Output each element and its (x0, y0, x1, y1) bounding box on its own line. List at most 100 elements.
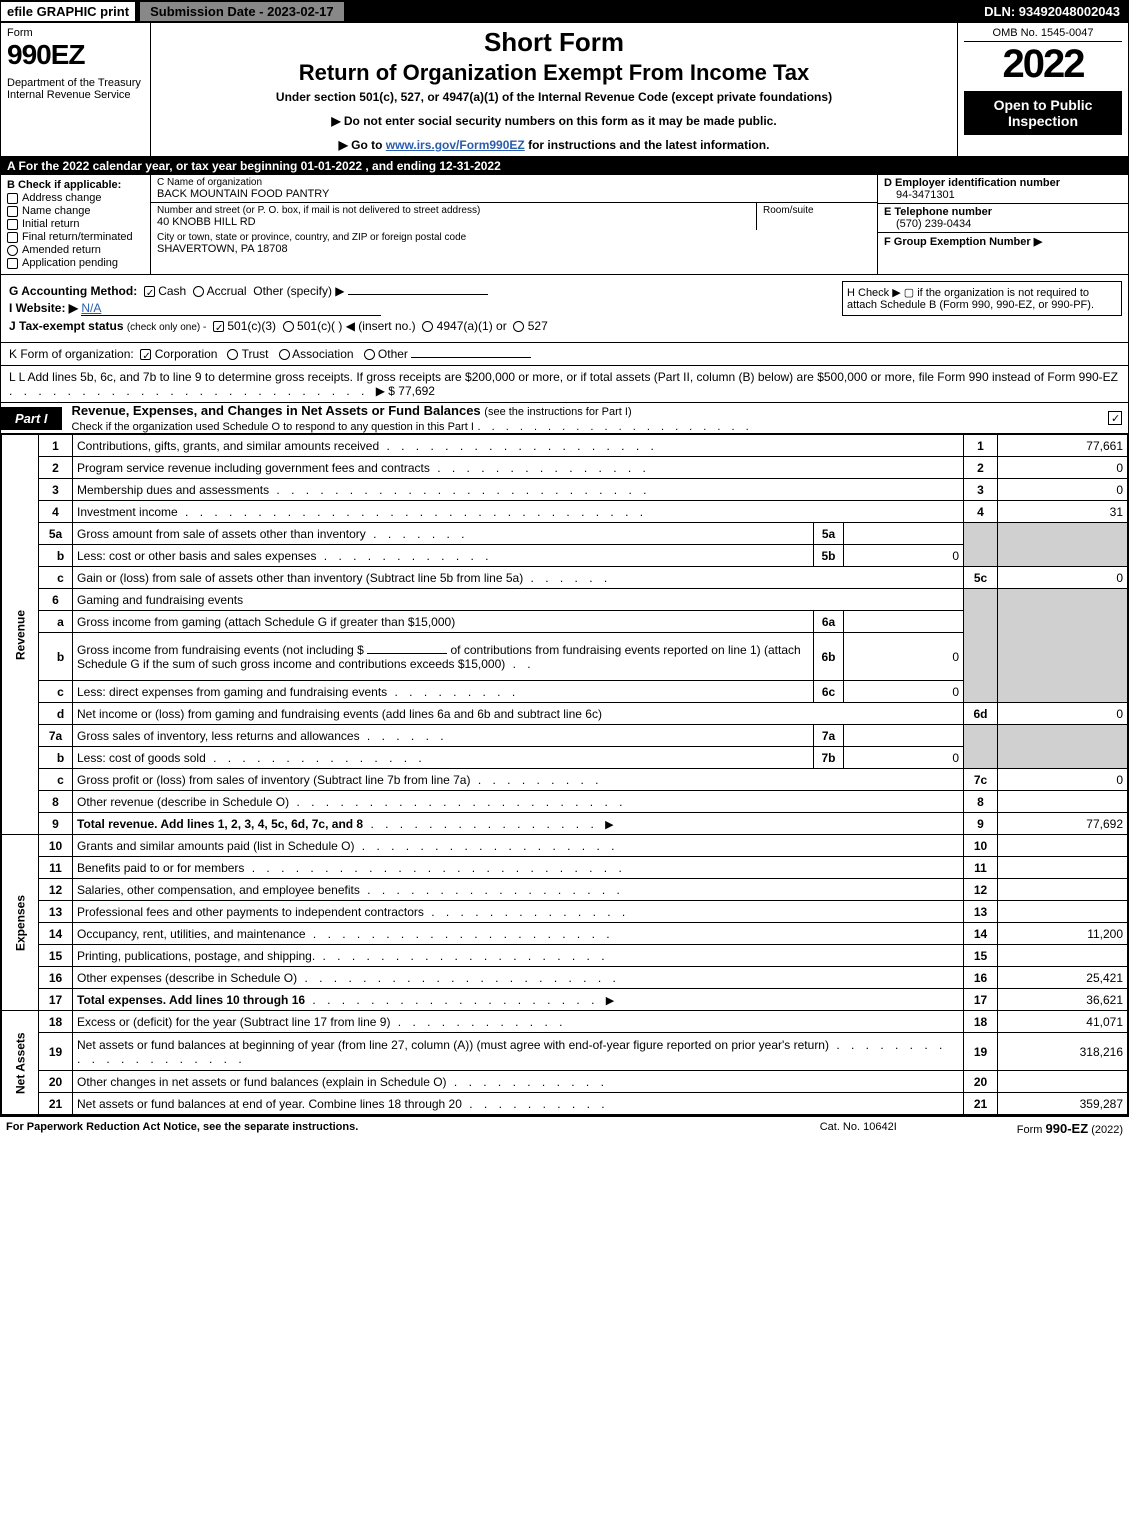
mid-num: 6c (814, 681, 844, 703)
irs-link[interactable]: www.irs.gov/Form990EZ (386, 138, 525, 152)
line-desc: Excess or (deficit) for the year (Subtra… (73, 1011, 964, 1033)
k-other-input[interactable] (411, 357, 531, 358)
table-row: Revenue 1 Contributions, gifts, grants, … (2, 435, 1128, 457)
j-a1: 4947(a)(1) or (437, 319, 507, 333)
table-row: 4 Investment income . . . . . . . . . . … (2, 501, 1128, 523)
h-text: H Check ▶ ▢ if the organization is not r… (847, 287, 1094, 311)
form-label: Form (7, 27, 144, 39)
line-rval: 0 (998, 457, 1128, 479)
line-desc: Gaming and fundraising events (73, 589, 964, 611)
mid-val (844, 725, 964, 747)
table-row: Net Assets 18 Excess or (deficit) for th… (2, 1011, 1128, 1033)
room-label: Room/suite (763, 205, 871, 216)
radio-icon (7, 245, 18, 256)
chk-pending[interactable]: Application pending (7, 257, 144, 269)
j-c: 501(c)( ) (297, 319, 342, 333)
line-desc: Net income or (loss) from gaming and fun… (73, 703, 964, 725)
6b-input[interactable] (367, 653, 447, 654)
chk-amended[interactable]: Amended return (7, 244, 144, 256)
mid-num: 7a (814, 725, 844, 747)
line-desc: Net assets or fund balances at end of ye… (73, 1093, 964, 1115)
city-label: City or town, state or province, country… (157, 232, 871, 243)
line-num: 9 (39, 813, 73, 835)
shade (964, 589, 998, 703)
submission-date: Submission Date - 2023-02-17 (139, 1, 345, 22)
short-form-title: Short Form (159, 27, 949, 58)
line-num: c (39, 769, 73, 791)
line-rval: 11,200 (998, 923, 1128, 945)
line-num: 3 (39, 479, 73, 501)
checkbox-corp-icon[interactable] (140, 349, 151, 360)
table-row: c Gain or (loss) from sale of assets oth… (2, 567, 1128, 589)
line-desc: Salaries, other compensation, and employ… (73, 879, 964, 901)
line-num: 19 (39, 1033, 73, 1071)
schedule-o-checkbox-icon[interactable] (1108, 411, 1122, 425)
i-label: I Website: ▶ (9, 301, 78, 315)
street-label: Number and street (or P. O. box, if mail… (157, 205, 750, 216)
line-rnum: 19 (964, 1033, 998, 1071)
checkbox-cash-icon[interactable] (144, 286, 155, 297)
radio-trust-icon[interactable] (227, 349, 238, 360)
chk-initial-return[interactable]: Initial return (7, 218, 144, 230)
netassets-vlabel: Net Assets (2, 1011, 39, 1115)
mid-val: 0 (844, 747, 964, 769)
checkbox-501c3-icon[interactable] (213, 321, 224, 332)
col-c: C Name of organization BACK MOUNTAIN FOO… (151, 175, 878, 274)
line-desc: Gain or (loss) from sale of assets other… (73, 567, 964, 589)
website-link[interactable]: N/A (81, 301, 381, 316)
table-row: c Less: direct expenses from gaming and … (2, 681, 1128, 703)
radio-501c-icon[interactable] (283, 321, 294, 332)
chk-label: Application pending (22, 257, 118, 269)
chk-name-change[interactable]: Name change (7, 205, 144, 217)
part-title: Revenue, Expenses, and Changes in Net As… (62, 403, 1108, 433)
note-ssn: ▶ Do not enter social security numbers o… (159, 114, 949, 128)
mid-val (844, 523, 964, 545)
line-desc: Grants and similar amounts paid (list in… (73, 835, 964, 857)
mid-num: 5b (814, 545, 844, 567)
g-other-input[interactable] (348, 294, 488, 295)
line-rnum: 21 (964, 1093, 998, 1115)
mid-val: 0 (844, 545, 964, 567)
radio-assoc-icon[interactable] (279, 349, 290, 360)
table-row: 11 Benefits paid to or for members . . .… (2, 857, 1128, 879)
line-num: 7a (39, 725, 73, 747)
line-rnum: 20 (964, 1071, 998, 1093)
line-desc: Gross profit or (loss) from sales of inv… (73, 769, 964, 791)
checkbox-icon (7, 219, 18, 230)
line-desc: Net assets or fund balances at beginning… (73, 1033, 964, 1071)
table-row: 12 Salaries, other compensation, and emp… (2, 879, 1128, 901)
line-num: c (39, 567, 73, 589)
radio-other-icon[interactable] (364, 349, 375, 360)
j-label: J Tax-exempt status (9, 319, 124, 333)
table-row: 8 Other revenue (describe in Schedule O)… (2, 791, 1128, 813)
line-num: b (39, 747, 73, 769)
header-row: Form 990EZ Department of the Treasury In… (1, 23, 1128, 157)
section-subtitle: Under section 501(c), 527, or 4947(a)(1)… (159, 90, 949, 104)
k-corp: Corporation (155, 347, 218, 361)
line-rval (998, 1071, 1128, 1093)
chk-final-return[interactable]: Final return/terminated (7, 231, 144, 243)
chk-address-change[interactable]: Address change (7, 192, 144, 204)
radio-accrual-icon[interactable] (193, 286, 204, 297)
line-rnum: 9 (964, 813, 998, 835)
radio-527-icon[interactable] (513, 321, 524, 332)
footer: For Paperwork Reduction Act Notice, see … (0, 1116, 1129, 1140)
checkbox-icon (7, 232, 18, 243)
city-cell: City or town, state or province, country… (151, 230, 877, 257)
footer-right-pre: Form (1017, 1124, 1046, 1136)
radio-4947-icon[interactable] (422, 321, 433, 332)
part-sub: (see the instructions for Part I) (484, 406, 631, 418)
line-num: 4 (39, 501, 73, 523)
chk-label: Final return/terminated (22, 231, 133, 243)
g-label: G Accounting Method: (9, 284, 137, 298)
table-row: 2 Program service revenue including gove… (2, 457, 1128, 479)
mid-val (844, 611, 964, 633)
line-desc: Gross amount from sale of assets other t… (73, 523, 814, 545)
efile-label[interactable]: efile GRAPHIC print (1, 2, 135, 21)
top-bar: efile GRAPHIC print Submission Date - 20… (0, 0, 1129, 22)
tax-year: 2022 (964, 42, 1122, 87)
line-num: 1 (39, 435, 73, 457)
line-rnum: 10 (964, 835, 998, 857)
line-desc: Less: cost of goods sold . . . . . . . .… (73, 747, 814, 769)
checkbox-icon (7, 258, 18, 269)
